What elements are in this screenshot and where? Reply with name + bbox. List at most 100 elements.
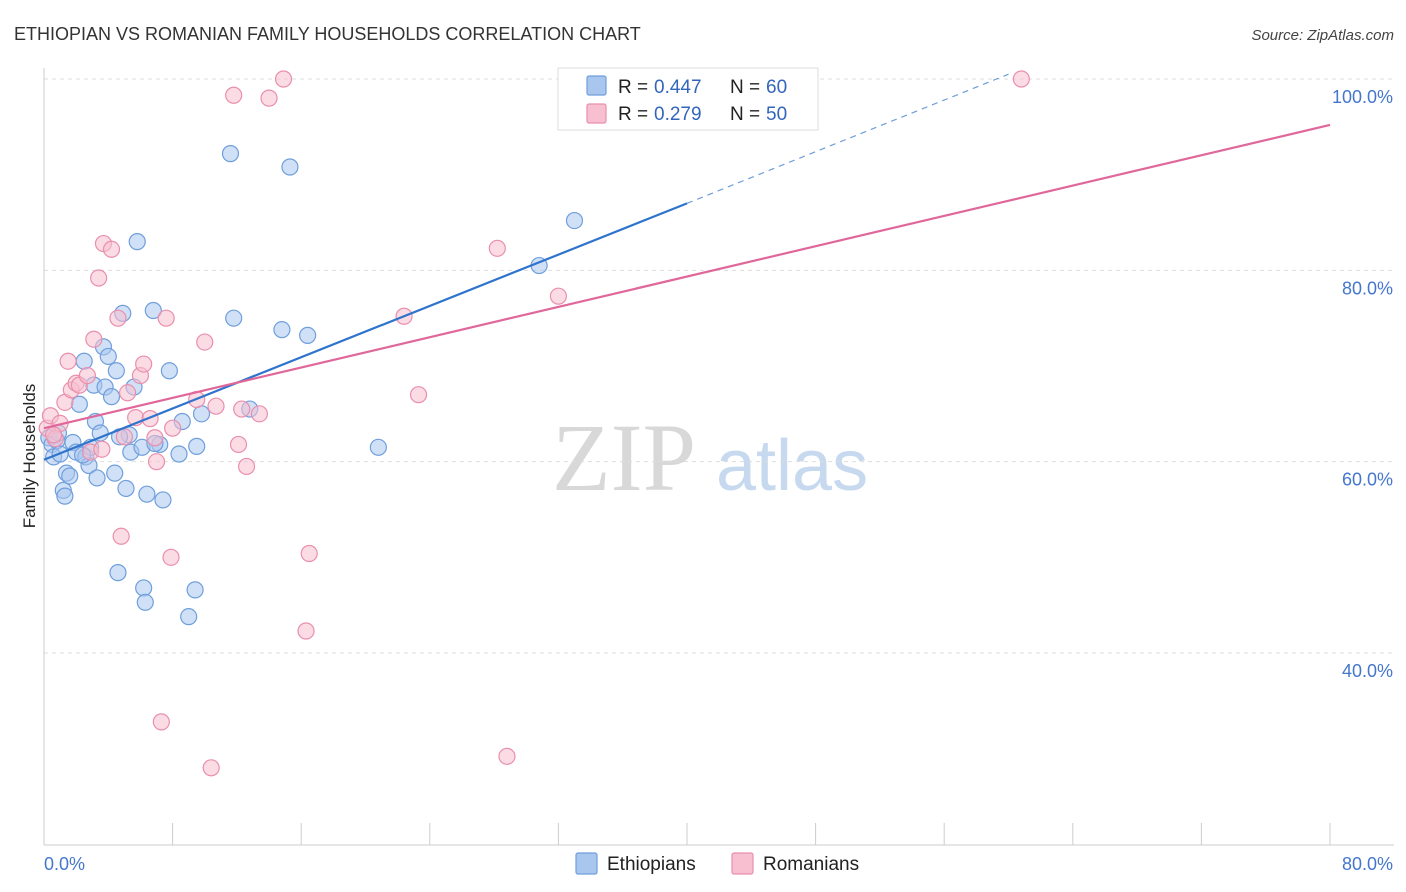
chart-source: Source: ZipAtlas.com xyxy=(1251,27,1394,44)
point-romanians-47[interactable] xyxy=(1012,70,1030,88)
point-romanians-12[interactable] xyxy=(90,269,108,287)
stats-r-label-romanians: R = xyxy=(618,104,648,125)
y-tick-label-0: 100.0% xyxy=(1332,87,1393,107)
point-romanians-18[interactable] xyxy=(118,384,137,402)
stats-n-label-romanians: N = xyxy=(730,104,760,125)
trend-layer xyxy=(43,73,1331,461)
stats-n-value-romanians: 50 xyxy=(766,104,787,125)
point-ethiopians-35[interactable] xyxy=(136,593,154,611)
point-romanians-27[interactable] xyxy=(162,548,180,566)
trendline-romanians xyxy=(43,123,1331,430)
point-ethiopians-52[interactable] xyxy=(299,326,317,344)
legend-label-romanians[interactable]: Romanians xyxy=(763,854,859,875)
stats-swatch-romanians xyxy=(586,103,607,124)
axis-layer: 100.0% 80.0% 60.0% 40.0% 0.0% 80.0% xyxy=(43,68,1394,874)
stats-r-value-ethiopians: 0.447 xyxy=(654,77,702,98)
point-ethiopians-8[interactable] xyxy=(61,467,79,485)
point-romanians-15[interactable] xyxy=(109,309,127,327)
stats-swatch-ethiopians xyxy=(586,75,607,96)
point-ethiopians-40[interactable] xyxy=(160,362,178,380)
point-romanians-38[interactable] xyxy=(260,89,278,107)
point-romanians-34[interactable] xyxy=(229,435,248,454)
point-ethiopians-41[interactable] xyxy=(170,445,188,463)
point-romanians-36[interactable] xyxy=(237,457,256,476)
x-tick-label-0: 0.0% xyxy=(44,854,85,874)
stats-r-value-romanians: 0.279 xyxy=(654,104,702,125)
point-ethiopians-25[interactable] xyxy=(107,362,125,380)
point-ethiopians-24[interactable] xyxy=(106,464,124,482)
point-romanians-23[interactable] xyxy=(146,429,164,447)
point-romanians-16[interactable] xyxy=(112,527,130,545)
watermark-zip: ZIP xyxy=(552,404,696,511)
point-romanians-5[interactable] xyxy=(59,352,77,370)
point-ethiopians-39[interactable] xyxy=(154,491,172,509)
stats-legend: R = 0.447 N = 60 R = 0.279 N = 50 xyxy=(557,67,819,131)
chart-title: ETHIOPIAN VS ROMANIAN FAMILY HOUSEHOLDS … xyxy=(14,24,641,44)
legend-swatch-ethiopians[interactable] xyxy=(575,852,598,875)
point-romanians-28[interactable] xyxy=(164,419,182,437)
point-romanians-24[interactable] xyxy=(147,453,166,471)
point-ethiopians-43[interactable] xyxy=(180,608,198,626)
y-axis-title: Family Households xyxy=(20,384,39,529)
point-romanians-39[interactable] xyxy=(274,70,293,88)
stats-r-label-ethiopians: R = xyxy=(618,77,648,98)
point-ethiopians-11[interactable] xyxy=(70,395,88,413)
point-romanians-43[interactable] xyxy=(409,386,428,404)
point-romanians-32[interactable] xyxy=(207,397,225,415)
point-romanians-31[interactable] xyxy=(202,759,220,777)
point-romanians-33[interactable] xyxy=(225,86,243,104)
point-ethiopians-22[interactable] xyxy=(99,347,117,366)
point-ethiopians-45[interactable] xyxy=(188,437,206,455)
y-tick-label-3: 40.0% xyxy=(1342,661,1393,681)
x-tick-label-1: 80.0% xyxy=(1342,854,1393,874)
point-romanians-37[interactable] xyxy=(250,405,269,423)
point-ethiopians-32[interactable] xyxy=(128,233,146,251)
trendline-extension-ethiopians xyxy=(686,73,1009,204)
point-romanians-25[interactable] xyxy=(152,713,170,731)
point-ethiopians-55[interactable] xyxy=(565,211,584,230)
point-ethiopians-48[interactable] xyxy=(225,309,243,327)
point-romanians-46[interactable] xyxy=(549,287,568,305)
point-romanians-30[interactable] xyxy=(196,333,214,351)
y-tick-label-1: 80.0% xyxy=(1342,278,1393,298)
grid-layer xyxy=(44,78,1394,654)
point-ethiopians-18[interactable] xyxy=(88,469,106,487)
bottom-legend: Ethiopians Romanians xyxy=(575,852,859,875)
point-romanians-41[interactable] xyxy=(297,622,315,640)
point-romanians-40[interactable] xyxy=(300,544,318,563)
point-romanians-49[interactable] xyxy=(93,440,111,458)
point-ethiopians-44[interactable] xyxy=(186,581,204,599)
legend-label-ethiopians[interactable]: Ethiopians xyxy=(607,854,696,875)
point-ethiopians-12[interactable] xyxy=(75,352,93,370)
point-romanians-17[interactable] xyxy=(115,428,133,446)
point-ethiopians-6[interactable] xyxy=(56,487,74,505)
point-ethiopians-26[interactable] xyxy=(109,564,127,582)
point-ethiopians-51[interactable] xyxy=(281,158,299,176)
point-ethiopians-37[interactable] xyxy=(144,301,162,320)
point-ethiopians-36[interactable] xyxy=(138,485,156,503)
watermark-atlas: atlas xyxy=(716,426,868,506)
point-romanians-9[interactable] xyxy=(78,366,97,385)
points-layer xyxy=(38,70,1030,777)
point-romanians-44[interactable] xyxy=(488,239,506,257)
point-romanians-21[interactable] xyxy=(135,355,153,373)
point-ethiopians-47[interactable] xyxy=(221,145,240,163)
stats-n-value-ethiopians: 60 xyxy=(766,77,787,98)
point-ethiopians-23[interactable] xyxy=(102,388,121,406)
point-ethiopians-50[interactable] xyxy=(273,321,291,339)
point-romanians-11[interactable] xyxy=(85,330,103,348)
point-ethiopians-53[interactable] xyxy=(369,438,387,456)
trendline-ethiopians xyxy=(43,202,688,461)
point-romanians-45[interactable] xyxy=(498,747,516,765)
y-tick-label-2: 60.0% xyxy=(1342,470,1393,490)
legend-swatch-romanians[interactable] xyxy=(731,852,754,875)
point-ethiopians-28[interactable] xyxy=(117,479,135,498)
point-romanians-14[interactable] xyxy=(102,240,121,258)
point-romanians-35[interactable] xyxy=(233,400,251,418)
point-ethiopians-34[interactable] xyxy=(135,579,153,597)
point-ethiopians-46[interactable] xyxy=(192,405,211,423)
point-romanians-48[interactable] xyxy=(45,426,63,444)
point-romanians-26[interactable] xyxy=(157,309,175,327)
